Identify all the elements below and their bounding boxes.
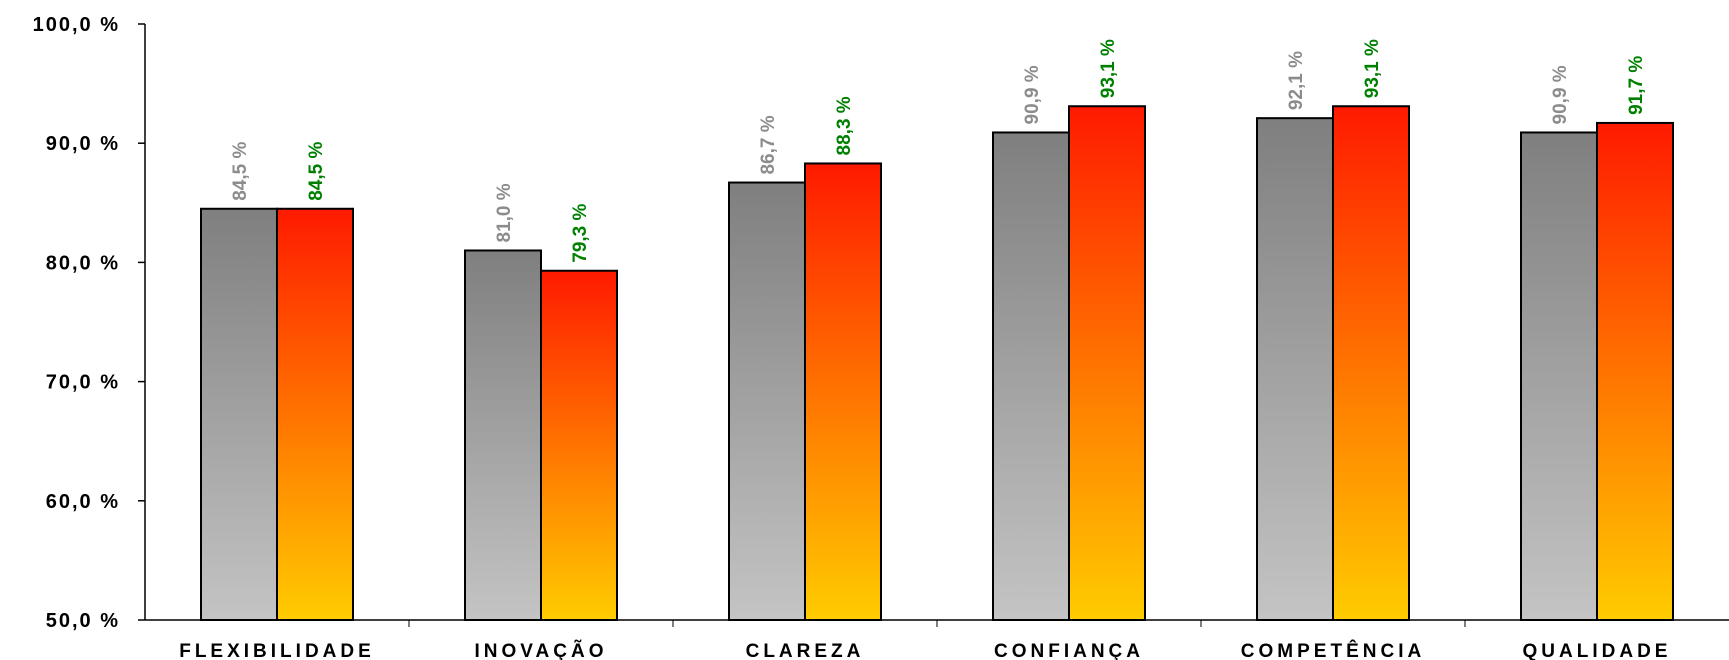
bars-group <box>200 105 1674 622</box>
bar-s0-5 <box>1520 131 1598 622</box>
bar-s1-3 <box>1068 105 1146 622</box>
y-tick-label-3: 80,0 % <box>46 252 120 274</box>
data-label-s1-3: 93,1 % <box>1098 39 1119 98</box>
axes-group <box>138 23 1729 627</box>
labels-group: 84,5 % 84,5 % FLEXIBILIDADE 81,0 % 79,3 % INO… <box>33 14 1672 660</box>
data-label-s0-1: 81,0 % <box>494 183 515 242</box>
data-label-s1-2: 88,3 % <box>834 96 855 155</box>
y-tick-label-1: 60,0 % <box>46 491 120 513</box>
category-label-0: FLEXIBILIDADE <box>179 641 375 660</box>
category-label-3: CONFIANÇA <box>994 641 1144 660</box>
data-label-s1-0: 84,5 % <box>306 142 327 201</box>
bar-s1-4 <box>1332 105 1410 622</box>
y-tick-label-0: 50,0 % <box>46 610 120 632</box>
bar-s1-0 <box>276 207 354 621</box>
category-label-2: CLAREZA <box>746 641 865 660</box>
y-tick-label-4: 90,0 % <box>46 133 120 155</box>
bar-s1-1 <box>540 269 618 621</box>
bar-s0-4 <box>1256 117 1334 621</box>
bar-s1-2 <box>804 162 882 622</box>
y-tick-label-5: 100,0 % <box>33 14 120 36</box>
data-label-s0-3: 90,9 % <box>1022 65 1043 124</box>
y-tick-label-2: 70,0 % <box>46 372 120 394</box>
data-label-s0-5: 90,9 % <box>1550 65 1571 124</box>
bar-s1-5 <box>1596 121 1674 621</box>
data-label-s0-0: 84,5 % <box>230 142 251 201</box>
data-label-s1-1: 79,3 % <box>570 203 591 262</box>
category-label-1: INOVAÇÃO <box>475 640 608 660</box>
category-label-4: COMPETÊNCIA <box>1241 640 1425 660</box>
category-label-5: QUALIDADE <box>1523 641 1672 660</box>
bar-s0-3 <box>992 131 1070 622</box>
data-label-s0-4: 92,1 % <box>1286 51 1307 110</box>
data-label-s0-2: 86,7 % <box>758 115 779 174</box>
data-label-s1-5: 91,7 % <box>1626 56 1647 115</box>
bar-s0-2 <box>728 181 806 621</box>
bar-s0-1 <box>464 249 542 621</box>
data-label-s1-4: 93,1 % <box>1362 39 1383 98</box>
bar-s0-0 <box>200 207 278 621</box>
